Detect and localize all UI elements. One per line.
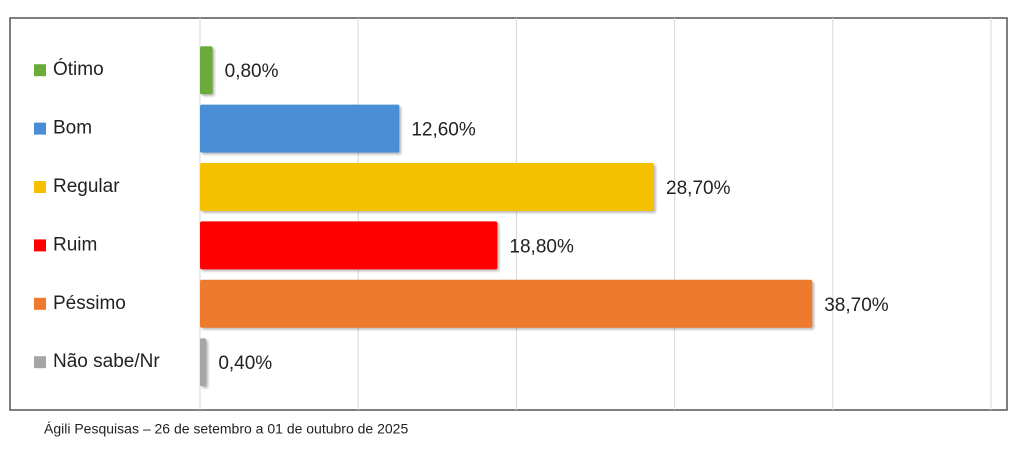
chart-frame <box>9 17 1008 411</box>
value-label: 18,80% <box>509 236 574 257</box>
legend-swatch <box>34 239 46 252</box>
category-label: Ótimo <box>53 58 104 80</box>
legend-swatch <box>34 297 46 310</box>
legend-swatch <box>34 122 46 135</box>
value-label: 38,70% <box>824 295 889 316</box>
legend-swatch <box>34 356 46 369</box>
category-label: Bom <box>53 118 92 139</box>
bar <box>200 46 213 95</box>
legend-swatch <box>34 181 46 193</box>
bar <box>200 338 207 387</box>
category-label: Não sabe/Nr <box>53 351 160 372</box>
bar <box>200 163 655 211</box>
value-label: 28,70% <box>666 178 731 199</box>
source-note: Ágili Pesquisas – 26 de setembro a 01 de… <box>44 421 408 437</box>
category-label: Péssimo <box>53 293 126 314</box>
bar <box>200 104 400 153</box>
value-label: 0,40% <box>218 353 272 374</box>
legend-swatch <box>34 64 46 77</box>
value-label: 12,60% <box>411 120 476 141</box>
bar <box>200 221 498 270</box>
category-label: Regular <box>53 176 120 197</box>
bar <box>200 279 813 328</box>
value-label: 0,80% <box>225 61 279 82</box>
category-label: Ruim <box>53 234 97 255</box>
